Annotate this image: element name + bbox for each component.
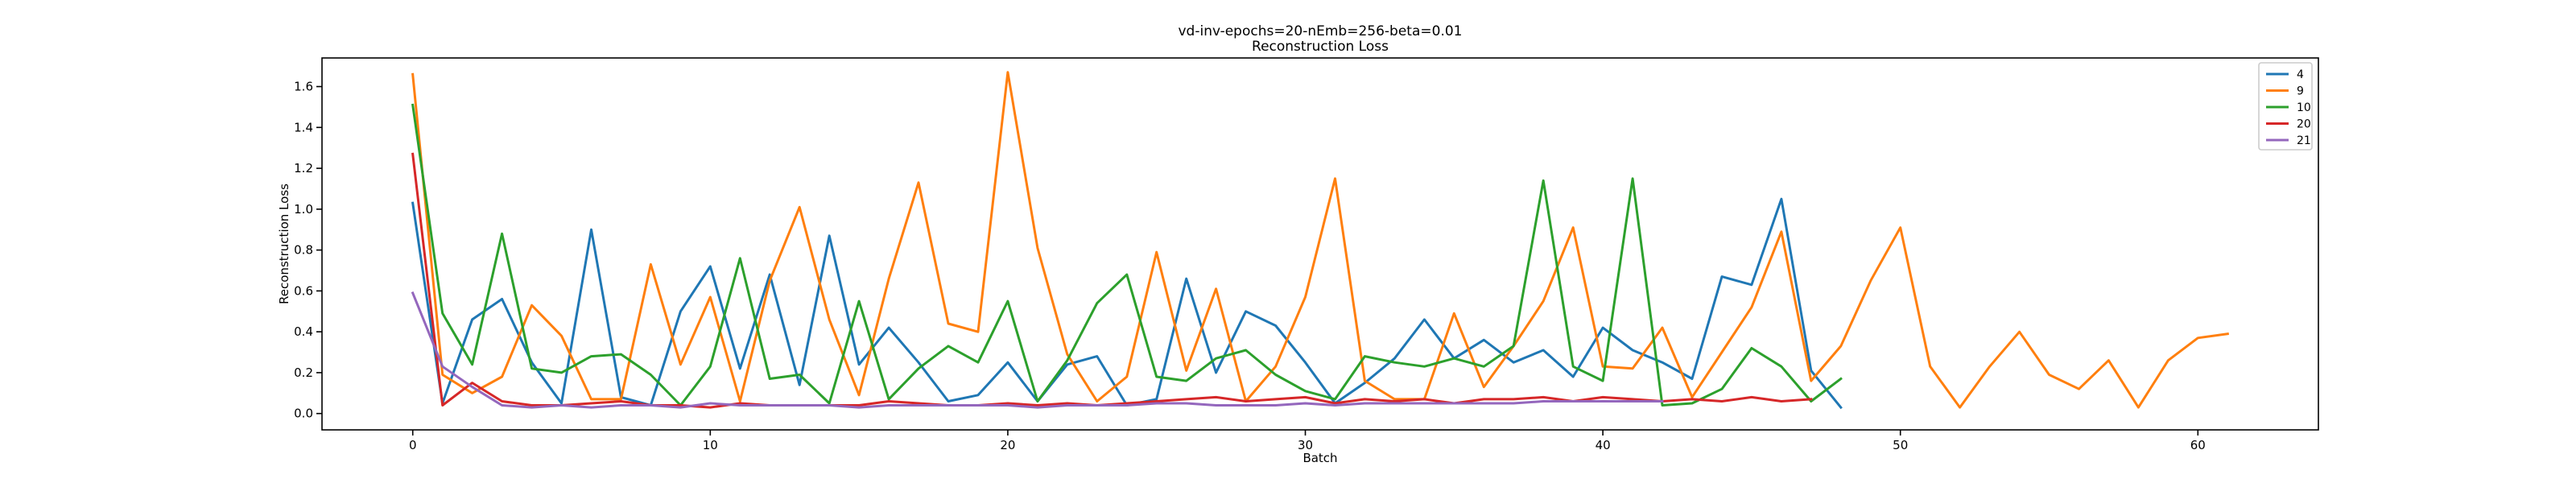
legend-label: 10 [2297,101,2311,114]
x-tick-label: 40 [1596,438,1611,452]
legend-label: 9 [2297,85,2304,98]
y-axis: 0.0 0.2 0.4 0.6 0.8 1.0 1.2 1.4 1.6 [294,80,322,421]
y-tick-label: 0.2 [294,365,313,380]
x-tick-label: 30 [1298,438,1313,452]
plot-area-frame [321,57,2319,431]
series-line-9 [411,71,2229,409]
y-tick-label: 1.6 [294,80,313,94]
y-tick-label: 1.0 [294,202,313,217]
y-tick-label: 0.0 [294,407,313,421]
x-tick-label: 50 [1893,438,1908,452]
y-axis-label: Reconstruction Loss [277,184,291,304]
y-tick-label: 0.4 [294,324,313,339]
legend-label: 20 [2297,118,2311,131]
series-line-21 [411,291,1664,409]
x-tick-label: 10 [703,438,718,452]
series-lines [411,71,2229,410]
x-axis-label: Batch [1302,451,1337,465]
y-tick-label: 1.2 [294,161,313,175]
legend-label: 21 [2297,134,2311,147]
x-axis: 0 10 20 30 40 50 60 [409,430,2206,452]
legend-label: 4 [2297,68,2304,81]
chart-subtitle: Reconstruction Loss [1252,39,1389,55]
y-tick-label: 0.6 [294,283,313,298]
y-tick-label: 1.4 [294,120,313,134]
chart-title: vd-inv-epochs=20-nEmb=256-beta=0.01 [1179,23,1463,39]
series-line-10 [411,103,1843,407]
legend: 4 9 10 20 21 [2258,62,2313,151]
y-tick-label: 0.8 [294,243,313,258]
x-tick-label: 60 [2190,438,2206,452]
x-tick-label: 0 [409,438,417,452]
x-tick-label: 20 [1000,438,1015,452]
